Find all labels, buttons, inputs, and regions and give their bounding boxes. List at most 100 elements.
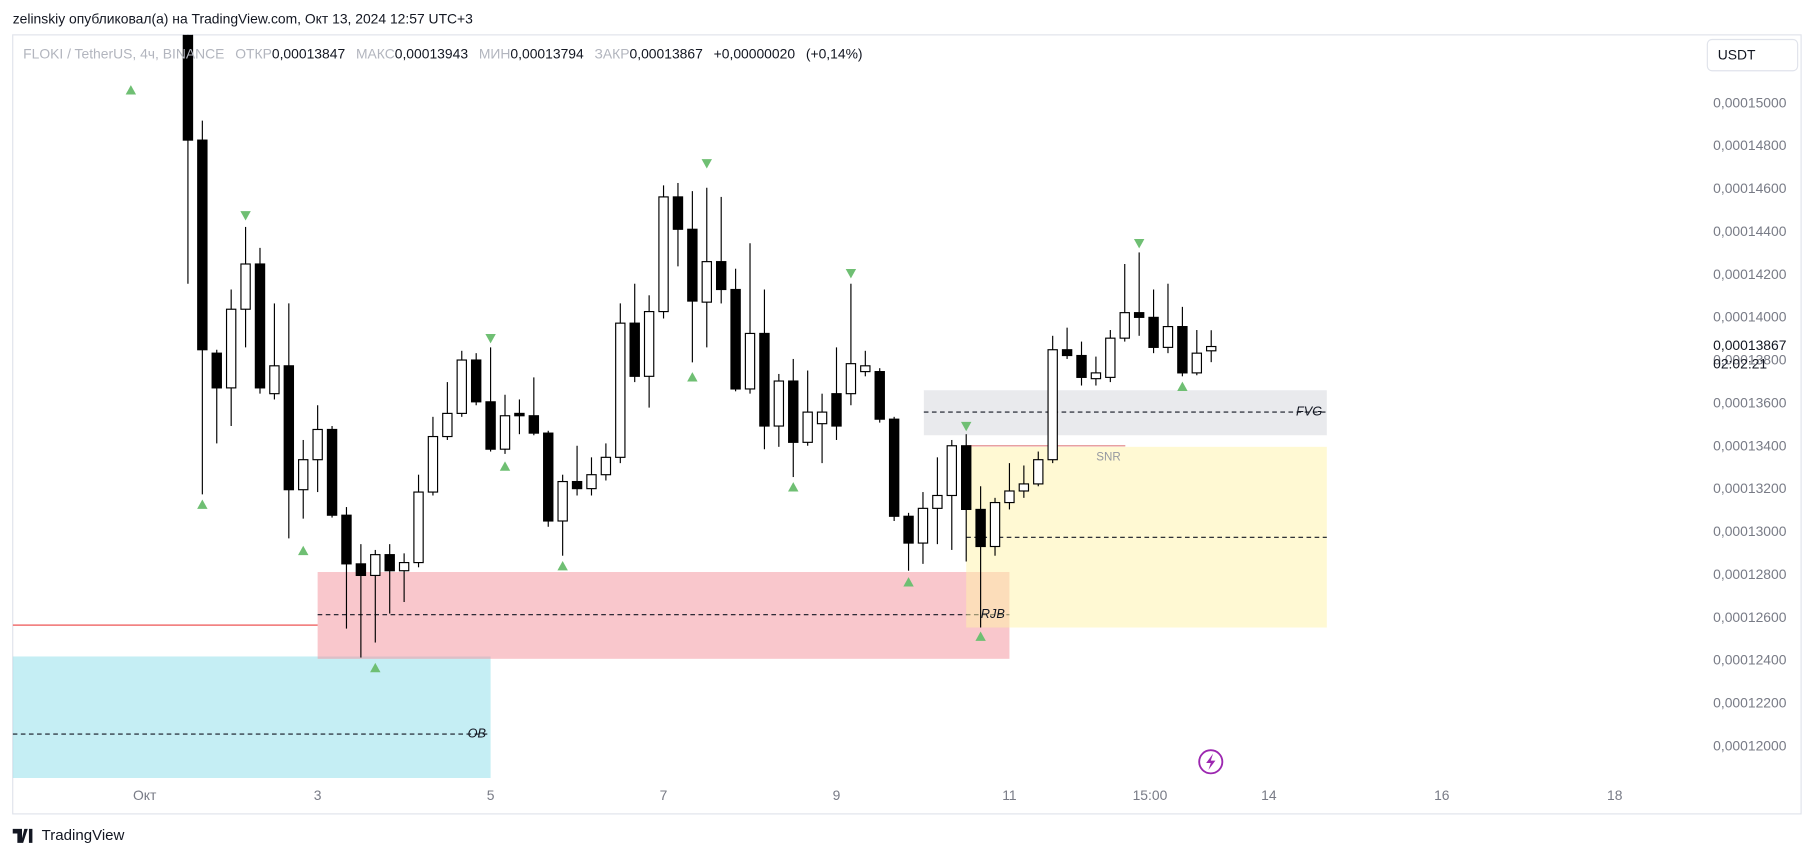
- zone-label: OB: [468, 725, 487, 740]
- y-tick-label: 0,00013400: [1713, 437, 1787, 453]
- candle-body: [485, 401, 496, 450]
- y-tick-label: 0,00014600: [1713, 180, 1787, 196]
- candle-body: [1162, 326, 1174, 348]
- y-tick-label: 0,00012400: [1713, 652, 1787, 668]
- candle-body: [658, 196, 669, 313]
- candle-body: [1119, 312, 1130, 339]
- legend-change: +0,00000020: [714, 45, 796, 61]
- candle-body: [1090, 372, 1102, 380]
- candle-body: [413, 491, 424, 564]
- candle-body: [917, 507, 929, 544]
- x-tick-label: 3: [314, 787, 322, 803]
- candle-body: [571, 480, 583, 490]
- candle-body: [960, 445, 972, 510]
- candle-body: [1191, 352, 1203, 374]
- legend-value: 0,00013847: [272, 45, 346, 61]
- currency[interactable]: USDT: [1718, 46, 1756, 62]
- candle-body: [326, 428, 338, 516]
- candle-body: [398, 561, 410, 572]
- candle-body: [802, 411, 813, 443]
- chart-frame: [12, 34, 1802, 815]
- candle-body: [197, 139, 208, 351]
- candle-body: [528, 415, 540, 434]
- zone: [923, 390, 1327, 436]
- candle-body: [1105, 337, 1116, 378]
- candle-body: [1033, 459, 1044, 485]
- pivot-marker: [788, 482, 799, 492]
- candle-body: [514, 412, 525, 417]
- candle-body: [543, 432, 554, 522]
- pivot-marker: [701, 159, 712, 169]
- legend-key: МАКС: [356, 45, 395, 61]
- y-tick-label: 0,00013600: [1713, 394, 1787, 410]
- candle-body: [701, 261, 712, 303]
- y-tick-label: 0,00013200: [1713, 480, 1787, 496]
- candle-body: [1206, 345, 1217, 352]
- pivot-marker: [1133, 239, 1145, 249]
- plot-area: [12, 34, 1327, 778]
- candle-body: [1133, 312, 1145, 318]
- candle-body: [744, 332, 756, 390]
- candle-body: [932, 494, 943, 509]
- candle-body: [269, 365, 280, 395]
- candle-body: [298, 459, 309, 491]
- y-tick-label: 0,00014800: [1713, 137, 1787, 153]
- candle-body: [182, 34, 194, 141]
- x-tick-label: 16: [1434, 787, 1450, 803]
- pivot-marker: [960, 421, 972, 432]
- candle-body: [370, 554, 381, 577]
- level-label: SNR: [1096, 451, 1120, 463]
- candle-body: [629, 322, 640, 377]
- candle-body: [225, 308, 237, 389]
- lightning-icon: [1198, 749, 1224, 775]
- candle-body: [672, 196, 684, 230]
- pivot-marker: [125, 85, 137, 95]
- pivot-marker: [197, 499, 208, 509]
- y-tick-label: 0,00012600: [1713, 609, 1787, 625]
- zone: [317, 572, 1010, 659]
- y-tick-label: 0,00015000: [1713, 94, 1787, 110]
- candle-body: [557, 480, 568, 522]
- x-tick-label: 14: [1261, 787, 1277, 803]
- x-tick-label: 5: [487, 787, 495, 803]
- x-tick-label: Окт: [133, 787, 157, 803]
- candle-body: [975, 508, 986, 548]
- pivot-marker: [240, 211, 251, 221]
- candle-body: [499, 415, 511, 450]
- pivot-marker: [903, 577, 914, 587]
- candle-body: [211, 352, 222, 389]
- pivot-marker: [687, 372, 698, 382]
- candle-body: [254, 263, 266, 389]
- currency-button[interactable]: [1706, 38, 1799, 72]
- candle-body: [442, 412, 453, 438]
- candle-body: [816, 411, 828, 425]
- candle-body: [586, 474, 597, 490]
- x-tick-label: 11: [1002, 787, 1017, 803]
- x-tick-label: 15:00: [1133, 787, 1168, 803]
- legend: FLOKI / TetherUS, 4ч, BINANCE ОТКР0,0001…: [23, 45, 862, 61]
- candle-body: [600, 456, 612, 476]
- footer: TradingView: [42, 827, 125, 844]
- candle-body: [312, 428, 323, 461]
- zone-label: RJB: [981, 606, 1006, 621]
- candle-body: [427, 435, 439, 493]
- pivot-marker: [370, 662, 381, 673]
- candle-body: [615, 322, 626, 458]
- candle-body: [1061, 349, 1073, 357]
- candle-body: [845, 363, 857, 395]
- legend-value: 0,00013867: [630, 45, 704, 61]
- x-tick-label: 9: [833, 787, 841, 803]
- legend-value: 0,00013943: [395, 45, 469, 61]
- candle-body: [773, 380, 785, 427]
- candle-body: [1148, 316, 1159, 348]
- candle-body: [860, 365, 871, 373]
- candle-body: [759, 332, 770, 427]
- zone: [12, 656, 491, 778]
- header: zelinskiy опубликовал(а) на TradingView.…: [13, 10, 473, 26]
- pivot-marker: [298, 545, 309, 556]
- y-tick-label: 0,00012000: [1713, 737, 1787, 753]
- candle-body: [903, 515, 914, 544]
